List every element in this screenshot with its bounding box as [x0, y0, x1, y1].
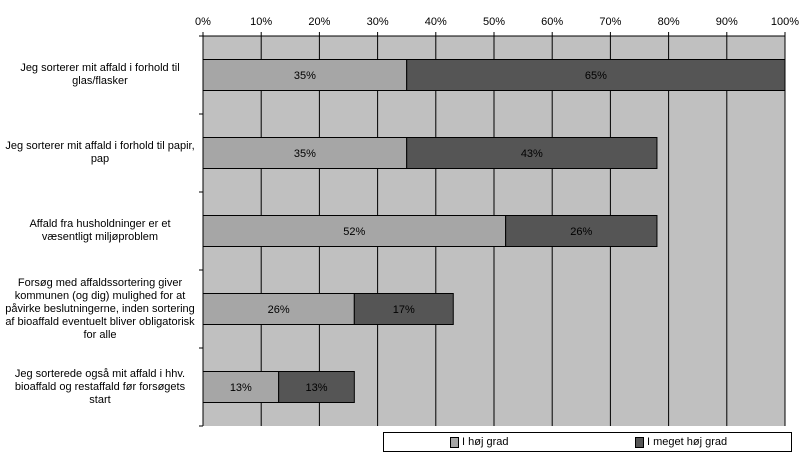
x-tick-label: 40% [425, 16, 447, 28]
category-label-line: Affald fra husholdninger er et [29, 218, 171, 230]
bar-segment [353, 293, 454, 325]
x-axis-ticks: 0% 10% 20% 30% 40% 50% 60% 70% 80% 90% 100% [195, 16, 799, 36]
category-label-line: påvirke beslutningerne, inden sortering [5, 302, 195, 315]
bar-segment [278, 371, 355, 403]
legend: I høj grad I meget høj grad [383, 432, 792, 452]
legend-swatch-hoej-grad [450, 436, 459, 448]
category-label-line: bioaffald og restaffald før forsøgets [14, 380, 186, 393]
category-label-line: væsentligt miljøproblem [41, 231, 159, 243]
bar-segment [406, 59, 786, 91]
bar-value-label: 65% [585, 70, 607, 82]
x-tick-label: 10% [250, 16, 272, 28]
bar-value-label: 26% [570, 226, 592, 238]
legend-swatch-meget-hoej-grad [635, 436, 644, 448]
category-label-line: glas/flasker [72, 75, 128, 87]
category-label-line: Jeg sorterer mit affald i forhold til [20, 62, 180, 74]
x-tick-label: 20% [308, 16, 330, 28]
bar-value-label: 43% [521, 148, 543, 160]
x-tick-label: 0% [195, 16, 211, 28]
legend-item-meget-hoej-grad: I meget høj grad [635, 436, 727, 448]
bar-value-label: 13% [305, 382, 327, 394]
x-tick-label: 50% [483, 16, 505, 28]
x-tick-label: 30% [367, 16, 389, 28]
bar-value-label: 17% [393, 304, 415, 316]
bar-value-label: 13% [230, 382, 252, 394]
x-tick-label: 60% [541, 16, 563, 28]
category-label-line: pap [90, 153, 110, 165]
y-category-ticks [199, 35, 203, 427]
category-label-line: Forsøg med affaldssortering giver [17, 276, 183, 289]
bar-segment [505, 215, 658, 247]
bars: 35% 65% 35% 43% 52% 26% 26% 17% 13% 13% [202, 59, 786, 403]
legend-label-meget-hoej-grad: I meget høj grad [647, 436, 728, 448]
category-label: Jeg sorterede også mit affald i hhv. bioa… [0, 368, 200, 407]
category-label-line: for alle [83, 328, 117, 341]
x-tick-label: 70% [599, 16, 621, 28]
legend-label-hoej-grad: I høj grad [462, 436, 509, 448]
category-label: Affald fra husholdninger er et væsentligt… [0, 218, 200, 244]
bar-segment [202, 215, 507, 247]
bar-value-label: 35% [294, 148, 316, 160]
category-label: Forsøg med affaldssortering giver kommune… [0, 277, 200, 342]
bar-segment [406, 137, 658, 169]
x-tick-label: 90% [716, 16, 738, 28]
bar-value-label: 35% [294, 70, 316, 82]
bar-value-label: 26% [268, 304, 290, 316]
x-tick-label: 80% [658, 16, 680, 28]
category-label-line: af bioaffald eventuelt bliver obligatori… [5, 315, 195, 328]
bar-value-label: 52% [343, 226, 365, 238]
category-label-line: start [89, 393, 111, 406]
category-label-line: kommunen (og dig) mulighed for at [14, 289, 186, 302]
category-label-line: Jeg sorterer mit affald i forhold til pa… [5, 140, 195, 152]
bar-segment [202, 293, 355, 325]
category-label: Jeg sorterer mit affald i forhold til gla… [0, 62, 200, 88]
x-tick-label: 100% [771, 16, 799, 28]
legend-item-hoej-grad: I høj grad [450, 436, 508, 448]
category-label-line: Jeg sorterede også mit affald i hhv. [14, 367, 186, 380]
category-label: Jeg sorterer mit affald i forhold til pa… [0, 140, 200, 166]
